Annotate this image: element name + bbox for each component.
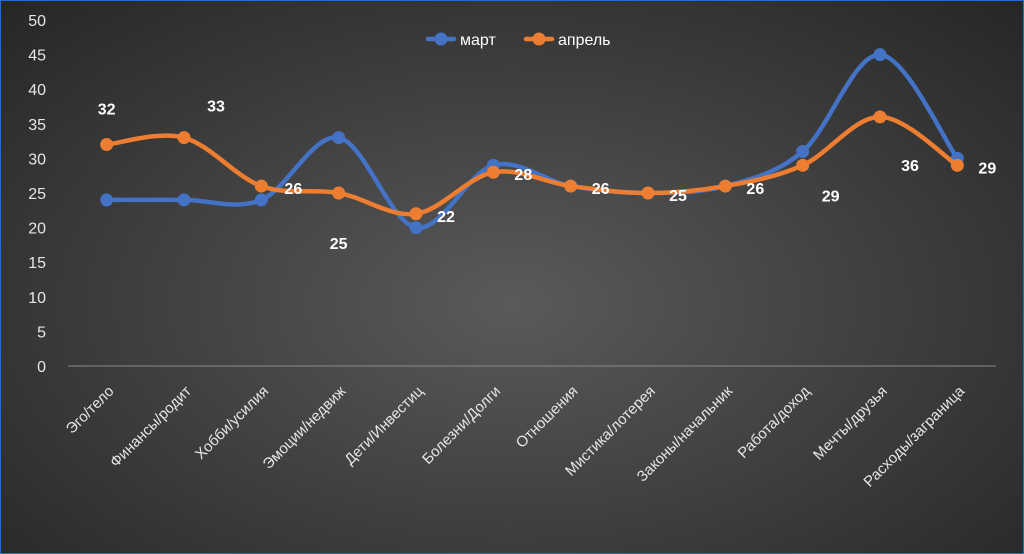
data-point (332, 131, 346, 145)
x-tick-label: Работа/доход (735, 383, 814, 462)
data-label: 28 (514, 167, 532, 184)
y-tick-label: 0 (37, 359, 46, 376)
x-tick-label: Отношения (513, 383, 582, 452)
x-tick-label: Эмоции/недвиж (260, 383, 350, 473)
x-tick-label: Болезни/Долги (419, 383, 504, 468)
data-label: 29 (822, 188, 840, 205)
data-label: 25 (330, 236, 348, 253)
legend-label: апрель (558, 32, 611, 49)
y-tick-label: 45 (28, 48, 46, 65)
data-point (950, 158, 964, 172)
data-point (873, 48, 887, 62)
legend-item-mart[interactable]: март (425, 32, 496, 49)
data-point (409, 221, 423, 235)
data-point (332, 186, 346, 200)
data-point (486, 165, 500, 179)
data-label: 26 (592, 181, 610, 198)
x-tick-label: Мечты/друзья (810, 383, 891, 464)
data-point (873, 110, 887, 124)
data-point (796, 158, 810, 172)
legend-label: март (460, 32, 496, 49)
legend-marker (434, 32, 448, 46)
data-labels: 32 33 26 25 22 28 26 25 26 29 36 29 (98, 99, 997, 253)
legend-item-aprel[interactable]: апрель (523, 32, 611, 49)
legend: март апрель (425, 32, 611, 49)
y-tick-label: 20 (28, 221, 46, 238)
data-point (177, 131, 191, 145)
data-label: 26 (284, 181, 302, 198)
data-point (796, 144, 810, 158)
y-tick-label: 5 (37, 324, 46, 341)
series-layer (100, 48, 964, 235)
legend-marker (532, 32, 546, 46)
data-point (641, 186, 655, 200)
y-tick-label: 40 (28, 82, 46, 99)
series-line (104, 114, 960, 217)
y-tick-label: 35 (28, 117, 46, 134)
y-axis: 0 5 10 15 20 25 30 35 40 45 50 (28, 13, 46, 376)
y-tick-label: 15 (28, 255, 46, 272)
data-label: 22 (437, 209, 455, 226)
data-label: 33 (207, 99, 225, 116)
data-point (409, 207, 423, 221)
data-point (177, 193, 191, 207)
x-tick-label: Эго/тело (63, 383, 118, 438)
y-tick-label: 10 (28, 290, 46, 307)
series-aprel (100, 110, 964, 221)
data-label: 32 (98, 102, 116, 119)
x-tick-label: Финансы/родит (107, 383, 195, 471)
data-point (100, 193, 114, 207)
x-tick-label: Хобби/усилия (192, 383, 272, 463)
data-label: 26 (746, 181, 764, 198)
data-point (254, 193, 268, 207)
data-label: 36 (901, 158, 919, 175)
x-axis: Эго/телоФинансы/родитХобби/усилияЭмоции/… (63, 365, 996, 491)
data-label: 25 (669, 188, 687, 205)
y-tick-label: 25 (28, 186, 46, 203)
data-point (100, 138, 114, 152)
data-point (718, 179, 732, 193)
data-point (254, 179, 268, 193)
data-point (564, 179, 578, 193)
data-label: 29 (978, 160, 996, 177)
y-tick-label: 50 (28, 13, 46, 30)
y-tick-label: 30 (28, 151, 46, 168)
x-tick-label: Дети/Инвестиц (341, 383, 427, 469)
